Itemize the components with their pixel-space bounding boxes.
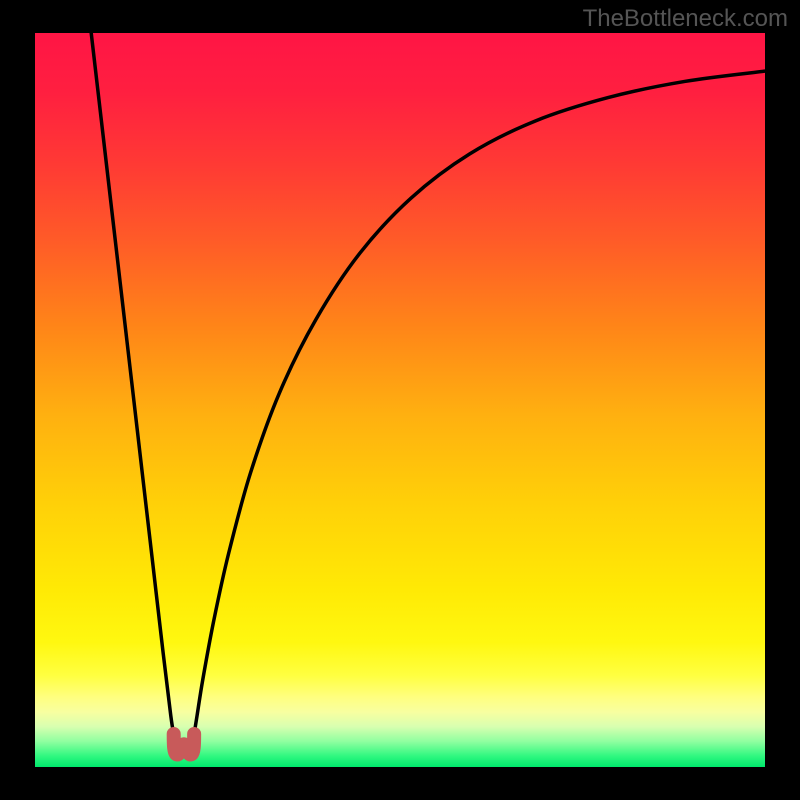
gradient-background [35,33,765,767]
chart-container: TheBottleneck.com [0,0,800,800]
attribution-text: TheBottleneck.com [583,5,788,33]
plot-svg [35,33,765,767]
